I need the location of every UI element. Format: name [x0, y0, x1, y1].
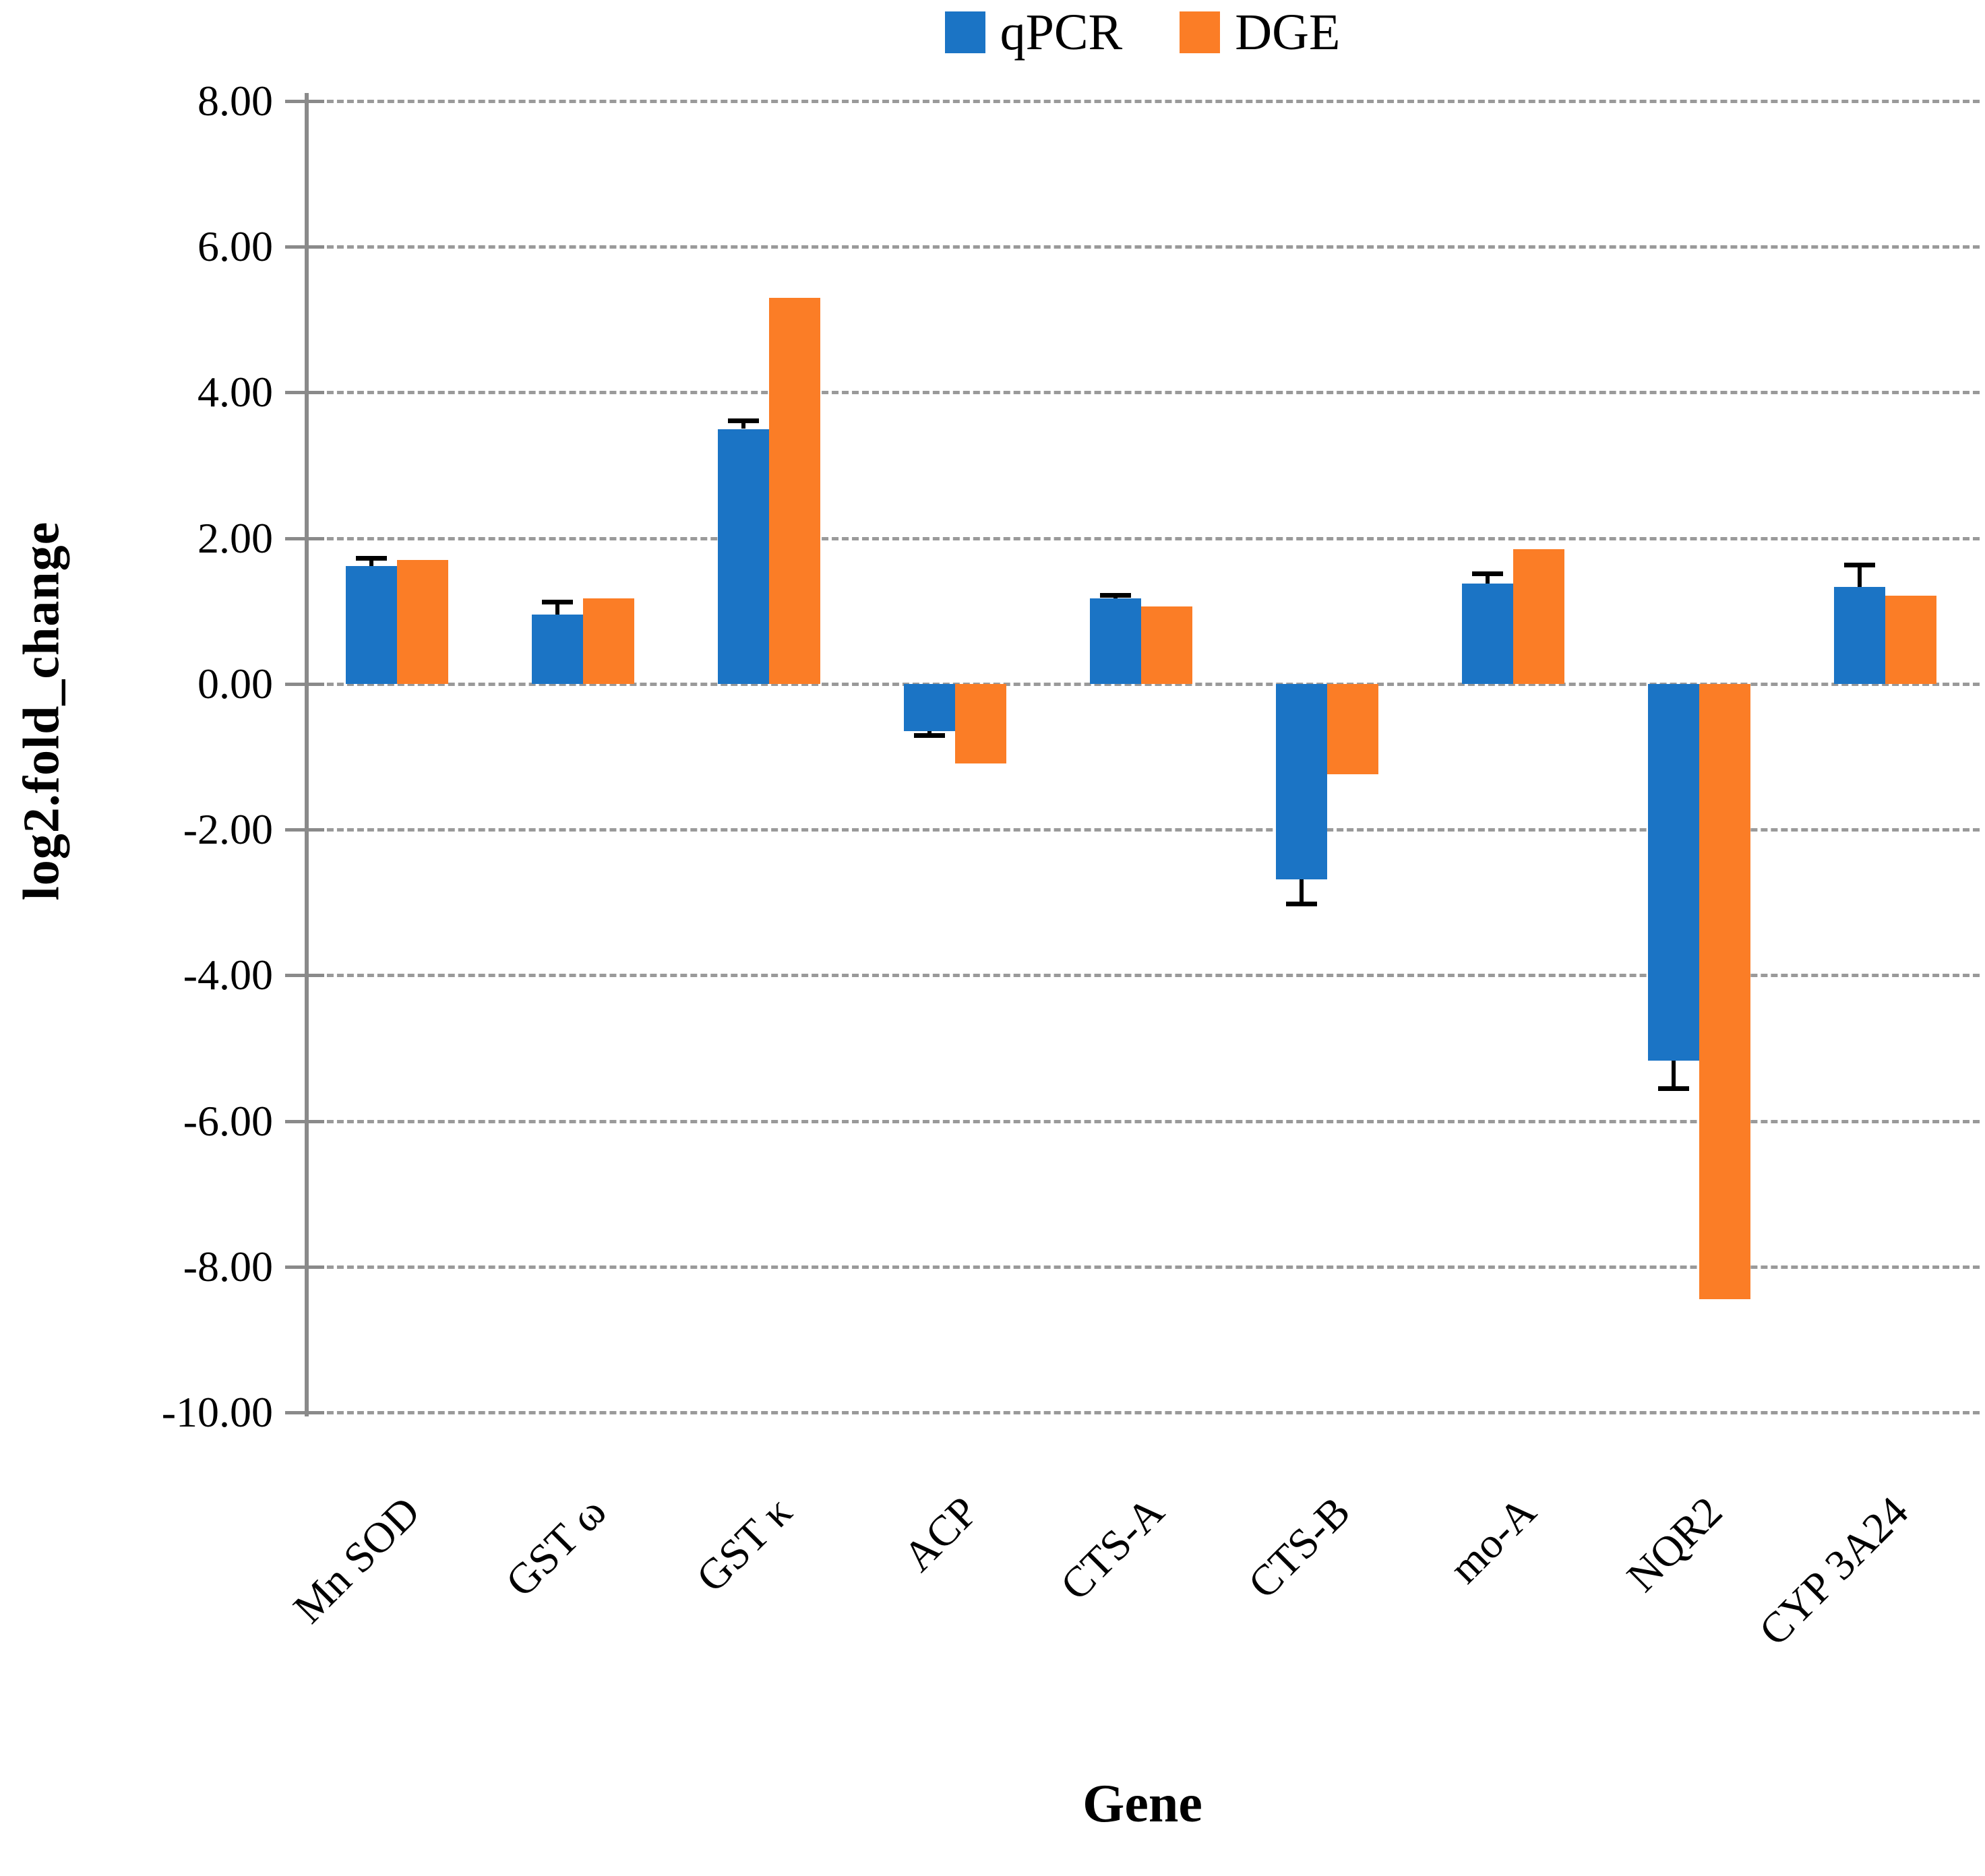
error-bar-cap-acp [914, 732, 945, 738]
bar-dge-acp [955, 683, 1006, 763]
legend-item-dge: DGE [1180, 7, 1340, 58]
legend-swatch-qpcr [944, 11, 985, 53]
x-axis-title: Gene [1082, 1774, 1202, 1834]
bar-qpcr-cts-a [1090, 598, 1141, 684]
y-tick-label-6: 6.00 [197, 222, 273, 271]
gridline--8 [307, 1265, 1980, 1269]
error-bar-cap-cyp-3a24 [1844, 562, 1875, 567]
y-tick-label-4: 4.00 [197, 368, 273, 416]
gridline--4 [307, 974, 1980, 978]
y-axis-line [305, 93, 309, 1416]
legend-label-dge: DGE [1235, 4, 1341, 61]
gridline-6 [307, 245, 1980, 249]
error-bar-cap-gst- [542, 599, 573, 604]
y-tick-label--8: -8.00 [183, 1242, 273, 1290]
legend: qPCR DGE [307, 7, 1978, 58]
bar-dge-gst- [769, 297, 820, 684]
bar-dge-cts-a [1141, 606, 1192, 684]
error-bar-cap-mn-sod [356, 555, 387, 561]
error-bar-cyp-3a24 [1858, 564, 1862, 588]
error-bar-cap-nqr2 [1658, 1086, 1689, 1091]
gridline-0 [307, 682, 1980, 686]
y-tick-label-0: 0.00 [197, 659, 273, 708]
bar-dge-nqr2 [1699, 683, 1750, 1300]
gridline--2 [307, 828, 1980, 832]
error-bar-cap-cts-a [1100, 592, 1131, 598]
y-tick-label-2: 2.00 [197, 513, 273, 562]
y-tick-label--10: -10.00 [161, 1388, 273, 1436]
bar-dge-mo-a [1513, 549, 1564, 684]
bar-qpcr-acp [904, 683, 955, 732]
gridline-8 [307, 100, 1980, 103]
gridline--10 [307, 1411, 1980, 1414]
y-tick-label--2: -2.00 [183, 805, 273, 854]
bar-dge-cyp-3a24 [1885, 596, 1936, 684]
bar-qpcr-gst- [532, 615, 583, 684]
error-bar-gst- [741, 420, 745, 429]
bar-qpcr-gst- [718, 429, 769, 684]
bar-qpcr-cts-b [1276, 683, 1327, 879]
y-tick-label-8: 8.00 [197, 77, 273, 125]
error-bar-mn-sod [369, 557, 373, 566]
legend-item-qpcr: qPCR [944, 4, 1123, 61]
bar-dge-cts-b [1327, 683, 1378, 774]
error-bar-cts-b [1300, 879, 1304, 904]
bar-qpcr-cyp-3a24 [1834, 587, 1885, 684]
bar-dge-mn-sod [397, 560, 448, 684]
legend-label-qpcr: qPCR [1000, 4, 1123, 61]
y-axis-title: log2.fold_change [13, 521, 70, 901]
bar-qpcr-mn-sod [346, 565, 397, 684]
y-tick-label--6: -6.00 [183, 1096, 273, 1145]
y-tick-label--4: -4.00 [183, 951, 273, 999]
bar-qpcr-mo-a [1462, 583, 1513, 684]
error-bar-nqr2 [1672, 1060, 1676, 1088]
gridline--6 [307, 1119, 1980, 1123]
error-bar-gst- [555, 601, 559, 615]
error-bar-cap-cts-b [1286, 902, 1317, 907]
error-bar-cap-gst- [728, 418, 759, 423]
bar-qpcr-nqr2 [1648, 683, 1699, 1061]
gridline-4 [307, 391, 1980, 395]
gridline-2 [307, 536, 1980, 540]
legend-swatch-dge [1180, 11, 1221, 53]
error-bar-cap-mo-a [1472, 571, 1503, 576]
bar-dge-gst- [583, 598, 634, 684]
error-bar-mo-a [1486, 573, 1490, 584]
